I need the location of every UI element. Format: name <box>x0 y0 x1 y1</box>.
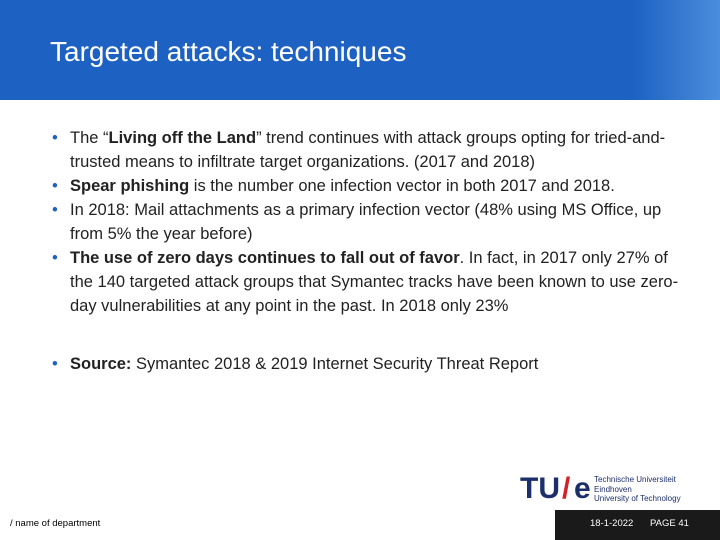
logo-tu: TU <box>520 472 560 505</box>
text: is the number one infection vector in bo… <box>189 177 615 195</box>
bold-text: Source: <box>70 355 132 373</box>
footer-strip <box>555 510 720 540</box>
bullet: Source: Symantec 2018 & 2019 Internet Se… <box>52 352 692 376</box>
logo-line: Technische Universiteit <box>594 475 676 484</box>
slide-title: Targeted attacks: techniques <box>50 36 407 67</box>
header-bar: Targeted attacks: techniques <box>0 0 720 100</box>
page-number: PAGE 41 <box>650 518 689 529</box>
logo-line: University of Technology <box>594 494 681 503</box>
bold-text: Living off the Land <box>108 129 257 147</box>
bullet: Spear phishing is the number one infecti… <box>52 174 692 198</box>
logo-line: Eindhoven <box>594 484 632 494</box>
logo-slash: / <box>562 472 571 505</box>
bullet-list: The “Living off the Land” trend continue… <box>52 126 692 376</box>
date: 18-1-2022 <box>590 518 634 529</box>
bullet: The “Living off the Land” trend continue… <box>52 126 692 174</box>
bold-text: Spear phishing <box>70 177 190 195</box>
text: ” trend continues with attack groups opt… <box>70 129 666 171</box>
bold-text: The use of zero days continues to fall o… <box>70 249 460 267</box>
text: . In fact, in 2017 only 27% of the 140 t… <box>70 249 679 315</box>
logo: TU / e Technische Universiteit Eindhoven… <box>520 474 710 504</box>
bullet: In 2018: Mail attachments as a primary i… <box>52 198 692 246</box>
text: In 2018: Mail attachments as a primary i… <box>70 201 662 243</box>
text: The “ <box>70 129 109 147</box>
bullet: The use of zero days continues to fall o… <box>52 246 692 318</box>
text: Symantec 2018 & 2019 Internet Security T… <box>131 355 539 373</box>
logo-text: Technische Universiteit Eindhoven Univer… <box>594 475 681 504</box>
logo-e: e <box>574 472 591 505</box>
department: / name of department <box>10 518 101 529</box>
